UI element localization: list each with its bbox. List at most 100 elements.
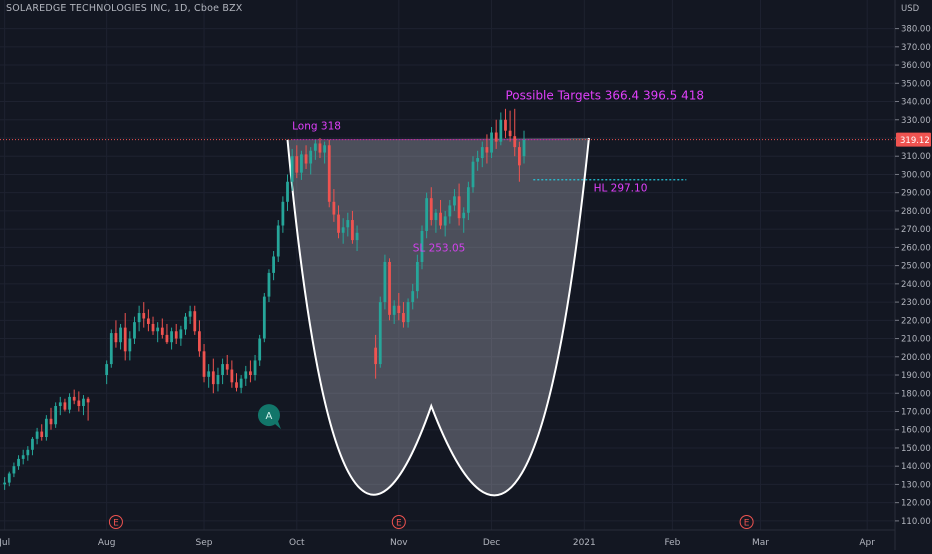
candle-body	[160, 327, 164, 335]
earnings-marker-label: E	[113, 519, 119, 529]
candle-body	[313, 143, 317, 151]
candle-body	[35, 431, 39, 439]
price-tick-label: 210.00	[901, 335, 931, 345]
price-tick-label: 370.00	[901, 43, 931, 53]
candle-body	[351, 220, 354, 241]
candle-body	[466, 187, 470, 213]
candle-body	[429, 198, 433, 221]
candle-body	[304, 154, 308, 164]
candle-body	[300, 154, 303, 173]
candle-body	[156, 327, 160, 332]
candle-body	[147, 318, 150, 324]
candle-body	[281, 201, 285, 226]
time-tick-label: Nov	[390, 538, 408, 548]
candle-body	[434, 212, 438, 221]
candle-body	[82, 398, 85, 407]
time-tick-label: Oct	[289, 538, 305, 548]
price-tick-label: 250.00	[901, 262, 931, 272]
candle-body	[128, 338, 132, 352]
candle-body	[383, 261, 387, 303]
candle-body	[290, 156, 294, 182]
candle-body	[54, 406, 58, 425]
time-tick-label: 2021	[573, 538, 596, 548]
candle-body	[142, 313, 146, 319]
candle-body	[392, 305, 396, 315]
candle-body	[188, 311, 192, 317]
time-tick-label: Mar	[752, 538, 769, 548]
chart-title: SOLAREDGE TECHNOLOGIES INC, 1D, Cboe BZX	[6, 3, 243, 14]
candle-body	[522, 139, 526, 157]
candle-body	[513, 136, 517, 148]
time-tick-label: Jul	[0, 538, 10, 548]
alert-marker-tail	[273, 421, 281, 430]
candle-body	[262, 296, 266, 339]
candle-body	[207, 371, 211, 377]
price-tick-label: 160.00	[901, 426, 931, 436]
candle-body	[249, 371, 252, 376]
candle-body	[480, 147, 484, 159]
alert-marker-label: A	[266, 411, 273, 422]
candle-body	[7, 473, 11, 483]
price-tick-label: 290.00	[901, 189, 931, 199]
candle-body	[31, 438, 34, 450]
candle-body	[63, 402, 67, 410]
candle-body	[21, 455, 25, 459]
price-tick-label: 270.00	[901, 225, 931, 235]
candle-body	[77, 400, 81, 407]
candle-body	[355, 232, 359, 241]
last-price-label: 319.12	[900, 136, 930, 146]
candle-body	[174, 331, 178, 339]
candle-body	[448, 205, 452, 217]
price-tick-label: 150.00	[901, 444, 931, 454]
candle-body	[374, 347, 378, 365]
candle-body	[235, 382, 238, 388]
candle-body	[476, 158, 480, 162]
candle-body	[337, 214, 340, 233]
candle-body	[12, 466, 16, 474]
candle-body	[439, 212, 442, 226]
candle-body	[137, 313, 141, 323]
candle-body	[471, 161, 475, 188]
time-tick-label: Sep	[196, 538, 213, 548]
candle-body	[3, 482, 7, 485]
candle-body	[494, 132, 498, 142]
candle-body	[402, 313, 405, 323]
candle-body	[318, 143, 322, 153]
price-tick-label: 140.00	[901, 462, 931, 472]
price-axis: USD 110.00 120.00 130.00 140.00 150.00 160.00 1…	[894, 0, 932, 550]
sl-label: SL 253.05	[413, 242, 466, 254]
price-tick-label: 170.00	[901, 407, 931, 417]
candle-body	[170, 331, 173, 343]
candle-body	[272, 256, 275, 273]
last-price-tag	[896, 132, 931, 147]
candle-body	[258, 338, 262, 361]
candle-body	[119, 327, 122, 343]
candle-body	[133, 322, 136, 339]
candle-body	[184, 316, 187, 330]
candle-body	[230, 369, 234, 383]
earnings-marker	[108, 515, 123, 529]
candle-body	[239, 378, 243, 388]
candle-body	[198, 331, 201, 352]
price-tick-label: 130.00	[901, 480, 931, 490]
time-tick-label: Dec	[483, 538, 500, 548]
candle-body	[323, 145, 327, 153]
long-label: Long 318	[292, 121, 341, 133]
candle-body	[216, 375, 220, 385]
event-markers: E E E A	[108, 404, 754, 529]
earnings-marker	[739, 515, 754, 529]
candle-body	[44, 418, 48, 438]
time-tick-label: Aug	[98, 538, 116, 548]
candle-body	[453, 196, 456, 206]
candle-body	[72, 396, 76, 401]
candle-body	[68, 396, 71, 410]
time-tick-label: Apr	[859, 538, 875, 548]
candle-body	[462, 212, 466, 219]
time-tick-label: Feb	[664, 538, 680, 548]
candle-body	[105, 364, 109, 376]
candle-body	[341, 227, 345, 233]
price-tick-label: 310.00	[901, 152, 931, 162]
candle-body	[309, 150, 313, 164]
